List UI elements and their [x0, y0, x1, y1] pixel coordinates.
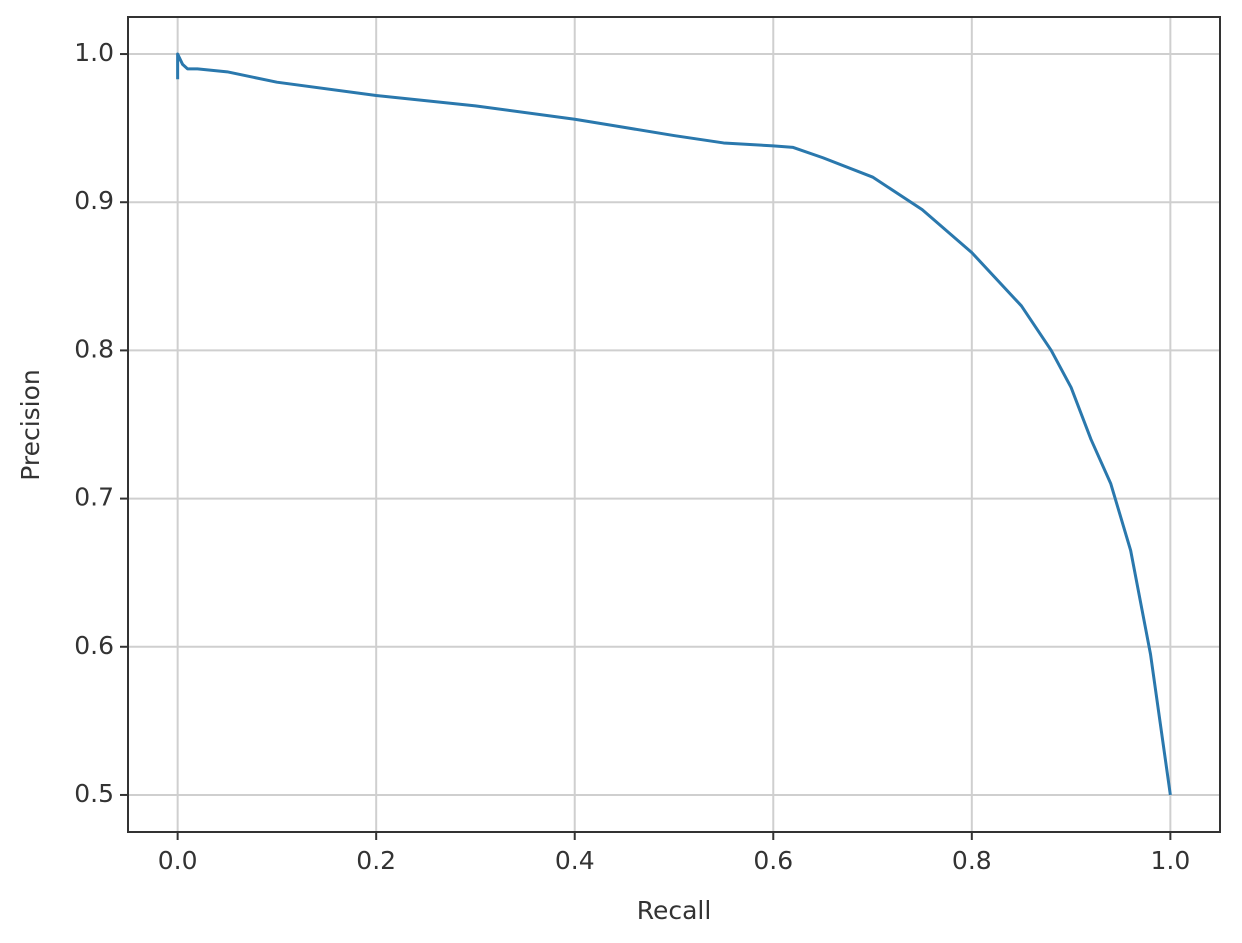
y-tick-label: 0.7	[74, 483, 114, 512]
y-tick-label: 0.6	[74, 631, 114, 660]
plot-frame	[127, 16, 1221, 833]
x-axis-label: Recall	[637, 896, 712, 925]
x-tick-label: 1.0	[1150, 846, 1190, 875]
x-tick-label: 0.6	[753, 846, 793, 875]
x-tick-label: 0.4	[555, 846, 595, 875]
y-tick-label: 0.5	[74, 779, 114, 808]
precision-recall-curve	[176, 52, 1172, 796]
y-tick-label: 1.0	[74, 38, 114, 67]
x-tick-label: 0.2	[356, 846, 396, 875]
x-tick-label: 0.8	[952, 846, 992, 875]
y-tick-label: 0.9	[74, 186, 114, 215]
y-tick-label: 0.8	[74, 334, 114, 363]
y-axis-label: Precision	[16, 369, 45, 481]
x-tick-label: 0.0	[158, 846, 198, 875]
